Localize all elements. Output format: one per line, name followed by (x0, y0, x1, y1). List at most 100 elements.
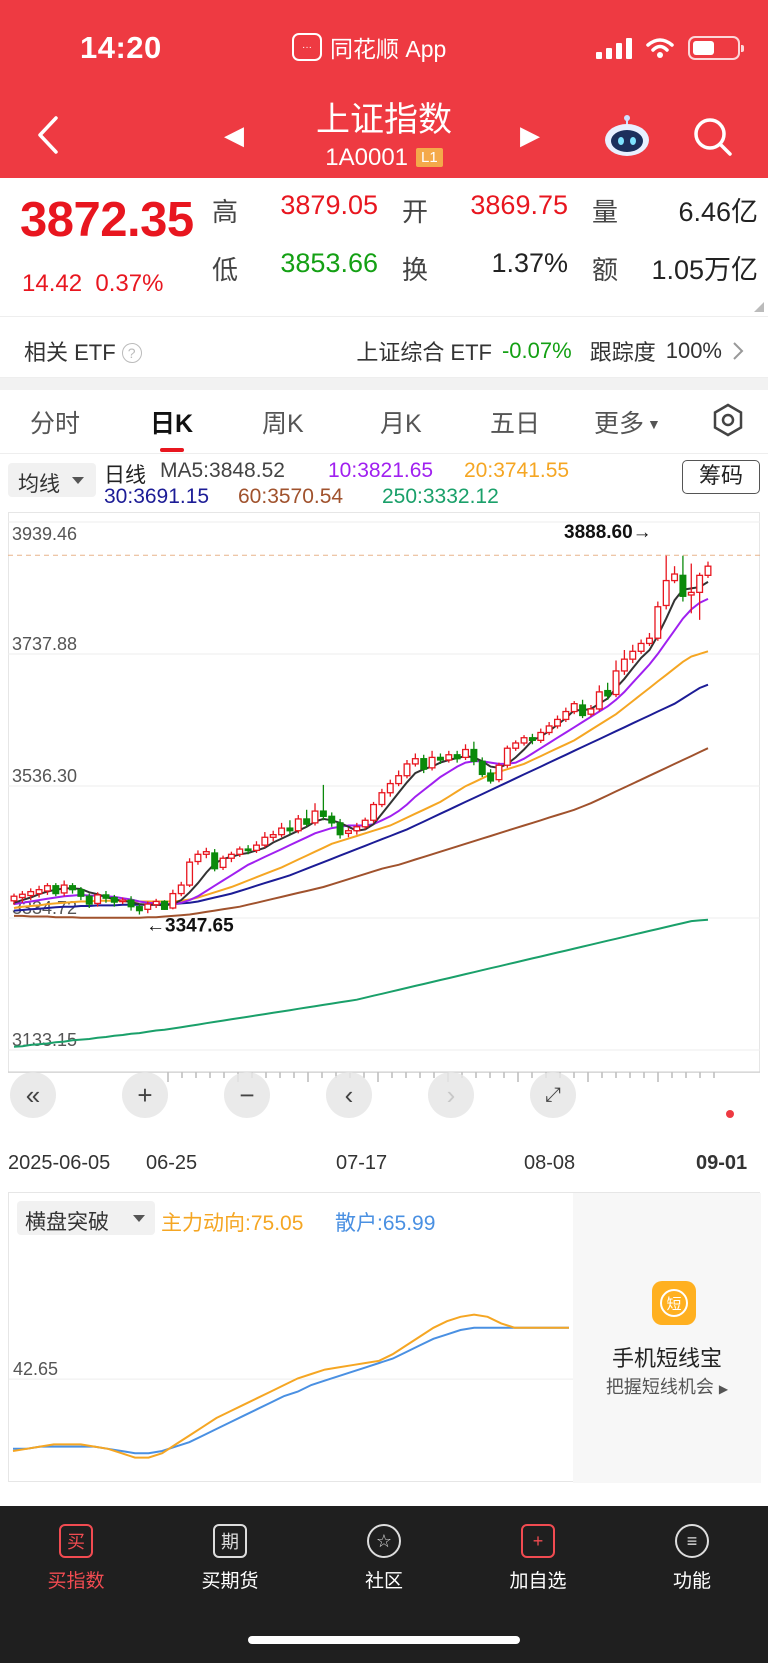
short-term-icon-text: 短 (660, 1289, 688, 1317)
indicator-type-select[interactable]: 横盘突破 (17, 1201, 155, 1235)
candle (612, 670, 620, 696)
next-stock-button[interactable]: ▶ (520, 120, 540, 150)
etf-name: 上证综合 ETF (356, 340, 492, 365)
candle (202, 851, 210, 855)
short-term-icon: 短 (652, 1281, 696, 1325)
candle (545, 725, 553, 734)
candle (219, 857, 227, 869)
candle (135, 906, 143, 912)
ad-card[interactable]: 短 手机短线宝 把握短线机会 ▶ (573, 1193, 761, 1483)
indicator-y-tick: 42.65 (13, 1359, 58, 1379)
scroll-left-button[interactable]: ‹ (326, 1072, 372, 1118)
expand-corner-icon[interactable] (754, 302, 764, 312)
dropdown-icon: ▼ (647, 416, 661, 432)
nav-buy-futures[interactable]: 期 买期货 (170, 1524, 290, 1593)
zoom-in-button[interactable]: + (122, 1072, 168, 1118)
candle (152, 900, 160, 906)
candle (704, 565, 712, 576)
candle (102, 894, 110, 899)
candlestick-chart[interactable]: 3939.463737.883536.303334.723133.153888.… (8, 512, 760, 1142)
y-tick-label: 3737.88 (12, 634, 77, 654)
nav-buy-index[interactable]: 买 买指数 (16, 1524, 136, 1593)
change-percent: 0.37% (95, 270, 164, 297)
candle (194, 853, 202, 863)
candle (69, 885, 77, 891)
help-icon[interactable]: ? (121, 343, 142, 363)
price-change: 14.42 0.37% (22, 270, 163, 298)
search-icon[interactable] (690, 114, 734, 158)
scroll-right-button[interactable]: › (428, 1072, 474, 1118)
candle (687, 591, 695, 596)
tab-weekly-k[interactable]: 周K (262, 410, 304, 438)
period-tabs: 分时 日K 周K 月K 五日 更多 ▼ (0, 390, 768, 454)
etf-detail: 上证综合 ETF -0.07% 跟踪度 100% (356, 335, 744, 367)
ma-legend: 均线 日线 MA5:3848.52 10:3821.65 20:3741.55 … (0, 455, 768, 511)
period-label: 日线 (104, 464, 146, 487)
turnover-label: 换 (402, 255, 429, 285)
change-value: 14.42 (22, 270, 83, 297)
home-indicator (248, 1636, 520, 1644)
candle (344, 830, 352, 834)
tab-daily-k[interactable]: 日K (150, 410, 194, 438)
candle (478, 760, 486, 776)
tab-intraday[interactable]: 分时 (30, 410, 81, 438)
section-gap (0, 378, 768, 390)
candle (244, 848, 252, 852)
date-tick: 08-08 (524, 1152, 576, 1174)
candle (420, 758, 428, 770)
robot-assistant-icon[interactable] (602, 114, 652, 158)
candle (311, 810, 319, 824)
status-app-name: 同花顺 App (330, 36, 447, 62)
nav-add-watchlist[interactable]: + 加自选 (478, 1524, 598, 1593)
main-series-line (12, 1313, 569, 1459)
candle (27, 890, 35, 897)
ma60-line (14, 747, 709, 919)
candle (261, 836, 269, 846)
back-icon[interactable] (32, 112, 66, 158)
candle (236, 848, 244, 855)
ma5-line (13, 581, 709, 907)
tab-monthly-k[interactable]: 月K (380, 410, 422, 438)
candle (503, 747, 511, 766)
candle (403, 763, 411, 777)
settings-hexagon-icon[interactable] (710, 402, 746, 438)
candle (370, 803, 378, 821)
battery-icon (688, 36, 744, 60)
status-app[interactable]: ··· 同花顺 App (292, 30, 446, 64)
ma250-line (13, 918, 709, 1048)
candle (378, 792, 386, 806)
ma10-label: 10:3821.65 (328, 459, 434, 482)
main-force-label: 主力动向:75.05 (161, 1212, 304, 1235)
indicator-select[interactable]: 均线 (8, 463, 96, 497)
arrow-right-icon: ▶ (718, 1382, 729, 1396)
ad-subtitle: 把握短线机会 ▶ (573, 1373, 761, 1399)
candle (177, 884, 185, 895)
turnover-value: 1.37% (491, 248, 568, 278)
level-badge: L1 (416, 148, 443, 167)
indicator-chart[interactable]: 42.65 (9, 1193, 573, 1483)
tab-more-label: 更多 (594, 410, 645, 438)
candle (604, 689, 612, 697)
retail-label: 散户:65.99 (335, 1212, 436, 1235)
related-etf-row[interactable]: 相关 ETF? 上证综合 ETF -0.07% 跟踪度 100% (0, 316, 768, 378)
tab-more[interactable]: 更多 ▼ (594, 404, 661, 440)
nav-community[interactable]: ☆ 社区 (324, 1524, 444, 1593)
menu-icon: ≡ (675, 1524, 709, 1558)
collapse-left-button[interactable]: « (10, 1072, 56, 1118)
high-label: 高 (212, 197, 239, 227)
fullscreen-icon[interactable]: ⤢ (530, 1072, 576, 1118)
zoom-out-button[interactable]: − (224, 1072, 270, 1118)
chip-distribution-button[interactable]: 筹码 (682, 460, 760, 494)
status-icons (596, 36, 744, 60)
candle (43, 885, 51, 892)
candle (286, 827, 294, 832)
ma10-line (13, 597, 709, 906)
candle (169, 892, 177, 909)
tab-five-day[interactable]: 五日 (490, 410, 541, 438)
nav-functions[interactable]: ≡ 功能 (632, 1524, 752, 1593)
prev-stock-button[interactable]: ◀ (224, 120, 244, 150)
stock-code-row: 1A0001 L1 (0, 144, 768, 172)
nav-label: 买期货 (201, 1571, 259, 1592)
ma30-label: 30:3691.15 (104, 485, 210, 508)
candle (637, 642, 645, 652)
